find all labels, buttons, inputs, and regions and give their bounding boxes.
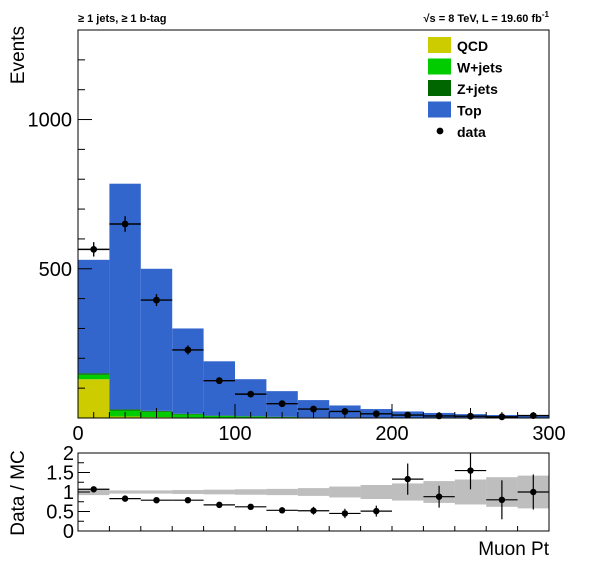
legend-label-zjets: Z+jets: [457, 81, 498, 97]
bar-zjets-1: [109, 409, 140, 410]
bar-zjets-0: [78, 373, 109, 374]
bar-wjets-0: [78, 375, 109, 379]
ratio-point-10: [405, 476, 411, 482]
stacked-histogram: [78, 184, 549, 418]
ratio-band-5: [235, 489, 266, 494]
bar-top-2: [141, 269, 172, 411]
ratio-ytick-label-3: 1.5: [46, 463, 74, 485]
data-point-2: [153, 297, 160, 304]
main-xtick-label-200: 200: [375, 423, 408, 445]
legend-label-qcd: QCD: [457, 38, 488, 54]
ratio-point-8: [342, 510, 348, 516]
ratio-band-3: [172, 490, 203, 494]
ratio-ytick-label-1: 0.5: [46, 502, 74, 524]
ratio-band-1: [109, 490, 140, 493]
bar-top-5: [235, 379, 266, 416]
ratio-band-2: [141, 490, 172, 493]
legend-swatch-zjets: [428, 80, 451, 96]
legend-label-top: Top: [457, 103, 482, 119]
main-xtick-label-300: 300: [532, 423, 565, 445]
main-y-axis-title: Events: [8, 26, 29, 84]
ratio-point-9: [373, 508, 379, 514]
ratio-point-12: [467, 467, 473, 473]
data-point-6: [279, 400, 286, 407]
ratio-point-4: [216, 502, 222, 508]
ratio-point-1: [122, 495, 128, 501]
ratio-point-5: [248, 504, 254, 510]
ratio-band-7: [298, 488, 329, 496]
ratio-point-6: [279, 507, 285, 513]
ratio-point-14: [530, 489, 536, 495]
ratio-ytick-label-4: 2: [63, 443, 74, 465]
data-point-5: [247, 391, 254, 398]
legend: QCD W+jets Z+jets Top data: [428, 37, 503, 140]
legend-label-wjets: W+jets: [457, 60, 503, 76]
ratio-y-axis-title: Data / MC: [8, 450, 29, 536]
data-point-4: [216, 377, 223, 384]
lumi-exponent: -1: [542, 10, 550, 19]
ratio-ytick-label-0: 0: [63, 521, 74, 543]
data-point-0: [90, 246, 97, 253]
bar-top-0: [78, 260, 109, 373]
ratio-band-9: [361, 485, 392, 499]
ratio-point-0: [91, 486, 97, 492]
selection-label: ≥ 1 jets, ≥ 1 b-tag: [78, 13, 166, 25]
ratio-band-4: [204, 490, 235, 495]
ratio-point-2: [153, 497, 159, 503]
x-axis-title: Muon Pt: [478, 539, 549, 560]
ratio-band-8: [329, 487, 360, 498]
legend-label-data: data: [457, 124, 486, 140]
bar-top-4: [204, 361, 235, 415]
ratio-point-11: [436, 493, 442, 499]
ratio-uncertainty-band: [78, 476, 549, 509]
ratio-point-3: [185, 497, 191, 503]
legend-swatch-wjets: [428, 59, 451, 75]
main-xtick-label-0: 0: [72, 423, 83, 445]
ratio-point-7: [310, 508, 316, 514]
main-ytick-label-500: 500: [39, 259, 72, 281]
legend-swatch-top: [428, 102, 451, 118]
legend-swatch-qcd: [428, 37, 451, 53]
bar-top-3: [172, 328, 203, 413]
ratio-ytick-label-2: 1: [63, 482, 74, 504]
ratio-band-6: [266, 489, 297, 495]
main-ytick-label-1000: 1000: [28, 110, 73, 132]
lumi-label: √s = 8 TeV, L = 19.60 fb-1: [424, 10, 550, 25]
lumi-text: √s = 8 TeV, L = 19.60 fb: [424, 13, 543, 25]
legend-marker-data: [437, 128, 444, 135]
data-point-1: [122, 221, 129, 228]
main-xtick-label-100: 100: [218, 423, 251, 445]
data-point-3: [185, 347, 192, 354]
ratio-point-13: [499, 497, 505, 503]
